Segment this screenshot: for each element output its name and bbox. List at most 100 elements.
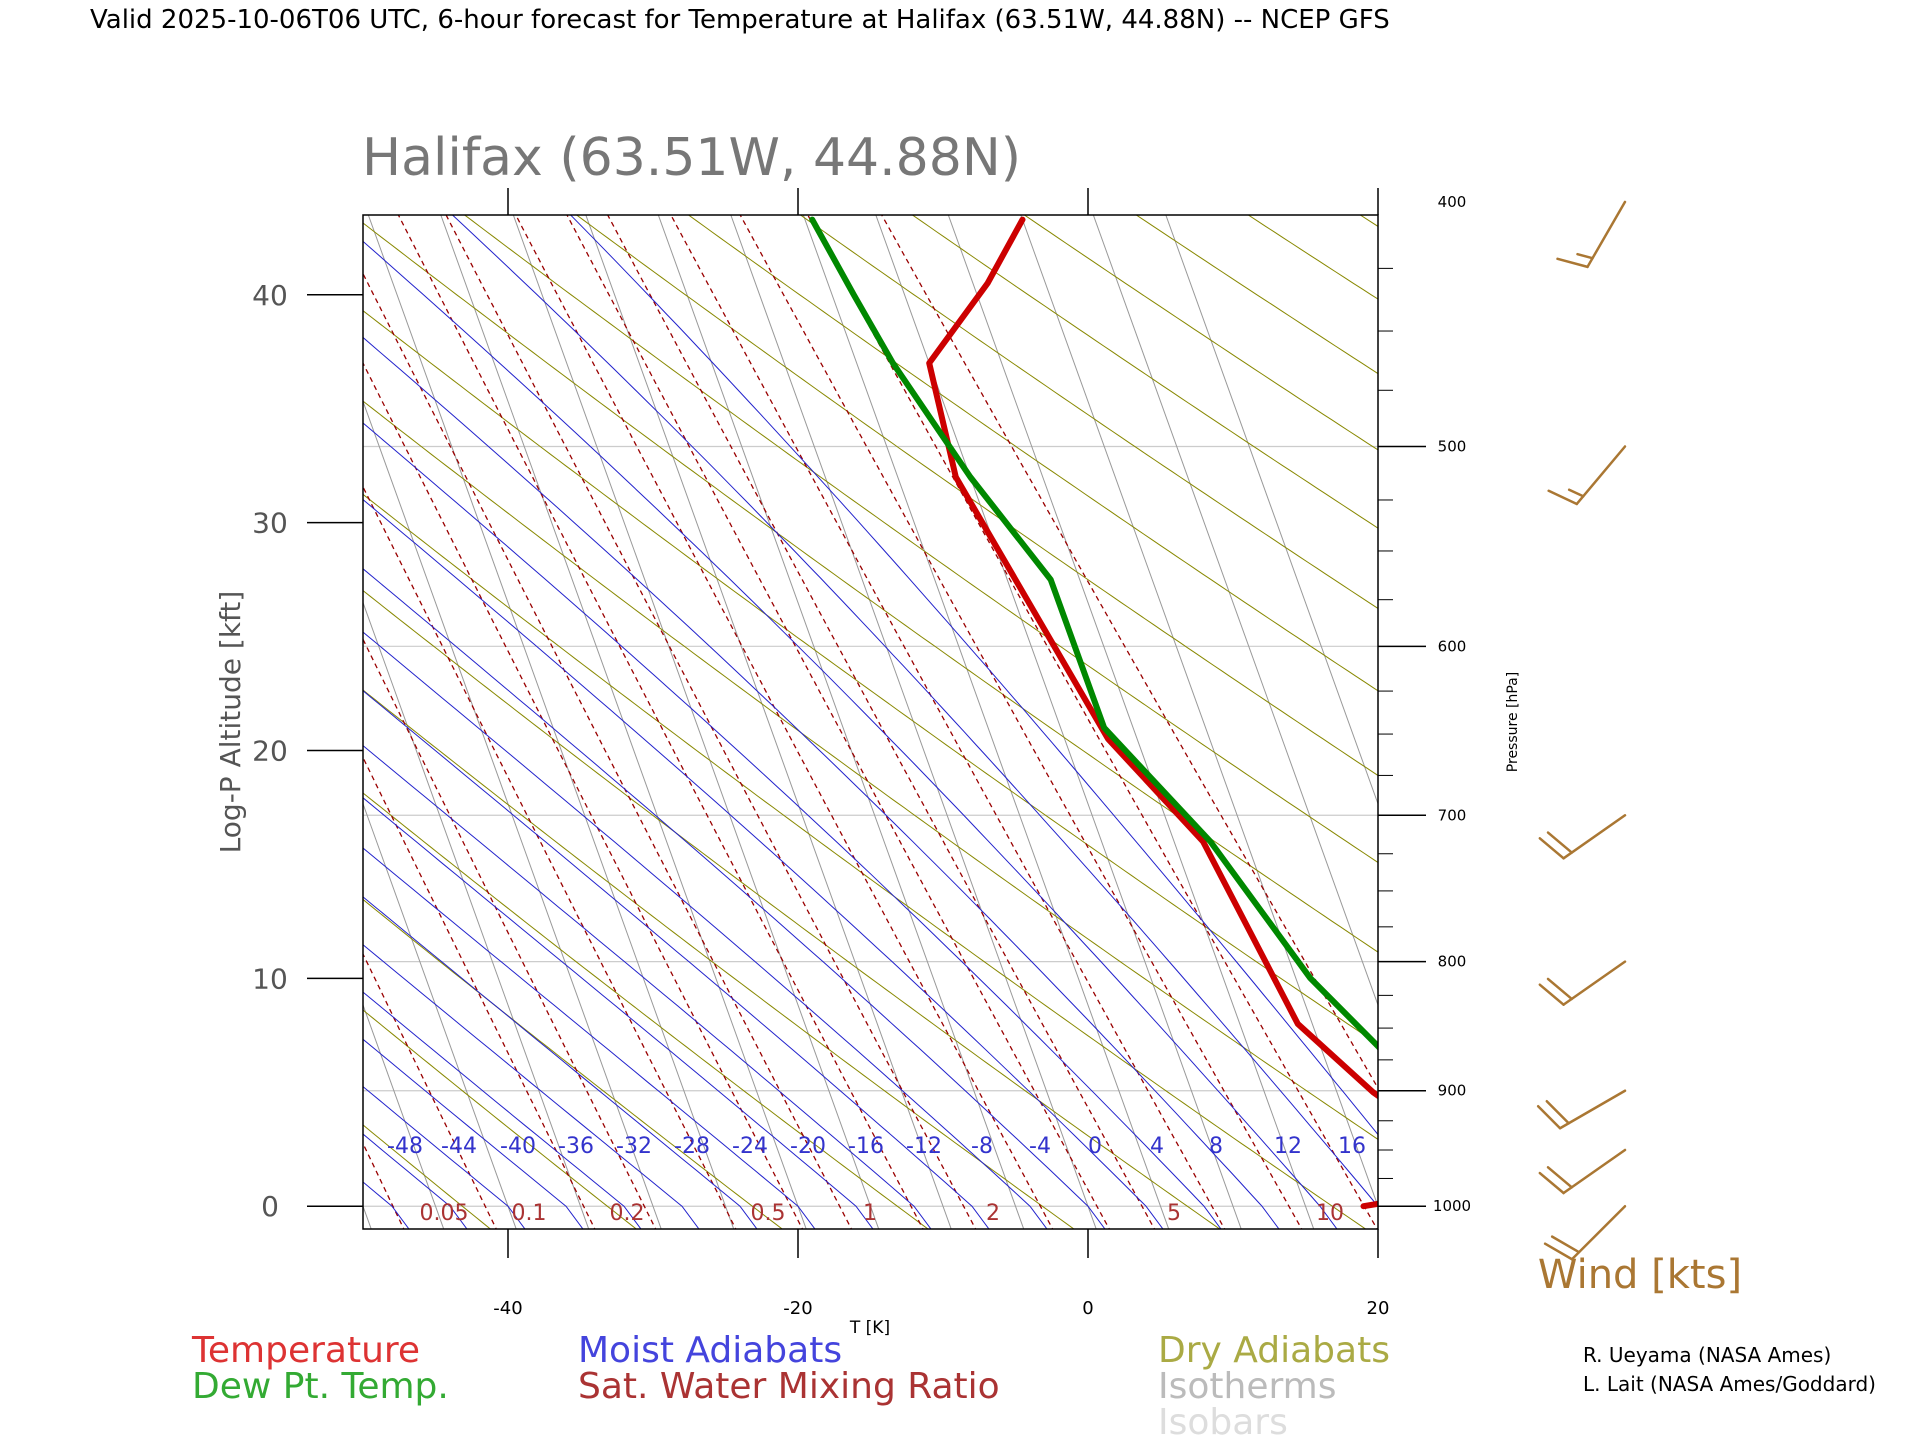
- isotherm-line: [0, 192, 13, 1240]
- moist-adiabat-label: 16: [1338, 1134, 1366, 1159]
- dry-adiabat-line: [363, 1124, 492, 1229]
- moist-adiabat-line: [569, 215, 1378, 1136]
- legend-dry-adiabats: Dry Adiabats: [1158, 1330, 1390, 1371]
- isotherm-line: [947, 215, 1315, 1229]
- axes: -48 -44 -40 -36 -32 -28 -24 -20 -16 -12 -8 -4 0 4 8 12 1…: [252, 188, 1471, 1319]
- isotherm-line: [657, 215, 1025, 1229]
- mixing-ratio-line: [880, 215, 1378, 1090]
- moist-adiabat-label: -48: [387, 1134, 423, 1159]
- credits: R. Ueyama (NASA Ames) L. Lait (NASA Ames…: [1583, 1343, 1876, 1396]
- y-tick-label: 10: [252, 962, 288, 995]
- moist-adiabat-label: -36: [558, 1134, 594, 1159]
- legend-dewpoint: Dew Pt. Temp.: [192, 1366, 449, 1407]
- x-tick-label: 0: [1082, 1298, 1093, 1319]
- mixing-ratio-line: [445, 215, 977, 1229]
- dry-adiabat-line: [363, 589, 1221, 1229]
- x-tick-label: -20: [783, 1298, 812, 1319]
- isotherm-line: [802, 215, 1170, 1229]
- legend-temperature: Temperature: [191, 1330, 420, 1371]
- dry-adiabat-line: [799, 215, 1378, 610]
- mixing-ratio-line: [397, 215, 924, 1229]
- moist-adiabat-label: 4: [1150, 1134, 1164, 1159]
- y-tick-label: 0: [261, 1190, 279, 1223]
- mixing-ratio-line: [363, 1142, 405, 1229]
- dry-adiabat-line: [1023, 215, 1378, 451]
- moist-adiabat-line: [363, 568, 1106, 1229]
- isotherm-line: [363, 601, 590, 1229]
- moist-adiabat-line: [363, 847, 816, 1229]
- mixing-ratio-label: 0.1: [512, 1201, 547, 1226]
- isotherm-line: [1165, 215, 1378, 806]
- dry-adiabat-line: [1547, 192, 1920, 1240]
- moist-adiabat-line: [363, 422, 1222, 1229]
- mixing-ratio-line: [606, 215, 1156, 1229]
- y-tick-label: 20: [252, 734, 288, 767]
- moist-adiabat-line: [363, 1038, 584, 1229]
- wind-barb: [1536, 1089, 1627, 1130]
- moist-adiabat-label: -12: [906, 1134, 942, 1159]
- moist-adiabat-line: [363, 944, 700, 1229]
- mixing-ratio-line: [807, 215, 1378, 1229]
- temperature-line: [926, 216, 1378, 1210]
- mixing-ratio-label: 5: [1167, 1201, 1181, 1226]
- isotherm-line: [363, 399, 662, 1229]
- wind-barb: [1547, 445, 1627, 506]
- pressure-axis-label: Pressure [hPa]: [1505, 672, 1521, 772]
- moist-adiabat-label: -40: [500, 1134, 536, 1159]
- y-tick-label: 30: [252, 507, 288, 540]
- moist-adiabat-line: [363, 797, 874, 1229]
- grid-lines: [0, 192, 1920, 1240]
- isotherm-line: [363, 1204, 372, 1229]
- isotherm-line: [512, 215, 880, 1229]
- isotherm-line: [440, 215, 807, 1229]
- moist-adiabat-line: [363, 240, 1338, 1229]
- dry-adiabat-line: [0, 192, 212, 1240]
- legend-isotherms: Isotherms: [1158, 1366, 1336, 1407]
- isotherm-line: [0, 192, 230, 1240]
- dewpoint-line: [809, 216, 1378, 1051]
- mixing-ratio-line: [670, 215, 1226, 1229]
- y-tick-label: 40: [252, 279, 288, 312]
- dry-adiabat-line: [1135, 215, 1378, 375]
- pressure-tick-label: 400: [1438, 193, 1467, 211]
- dry-adiabat-line: [363, 689, 1075, 1229]
- dry-adiabat-line: [0, 192, 66, 1240]
- dry-adiabat-line: [1359, 215, 1378, 227]
- isotherm-line: [1092, 215, 1378, 1007]
- moist-adiabat-label: -28: [674, 1134, 710, 1159]
- sounding-profiles: [809, 216, 1378, 1210]
- wind-barbs: [1536, 200, 1627, 1261]
- moist-adiabat-label: -20: [790, 1134, 826, 1159]
- moist-adiabat-label: -8: [971, 1134, 993, 1159]
- moist-adiabat-line: [363, 896, 758, 1229]
- credit-line-1: R. Ueyama (NASA Ames): [1583, 1343, 1831, 1367]
- moist-adiabat-line: [451, 215, 1378, 1208]
- dry-adiabat-line: [363, 493, 1367, 1229]
- pressure-tick-label: 500: [1438, 438, 1467, 456]
- moist-adiabat-label: -44: [441, 1134, 477, 1159]
- moist-adiabat-line: [363, 631, 1048, 1229]
- moist-adiabat-line: [363, 690, 990, 1229]
- wind-barb: [1543, 1204, 1627, 1261]
- pressure-tick-label: 700: [1438, 806, 1467, 824]
- dry-adiabat-line: [363, 898, 784, 1229]
- pressure-tick-label: 600: [1438, 637, 1467, 655]
- plot-frame: [362, 214, 1379, 1230]
- isotherm-line: [363, 802, 517, 1229]
- mixing-ratio-label: 0.05: [420, 1201, 469, 1226]
- isotherm-line: [367, 215, 735, 1229]
- mixing-ratio-label: 10: [1316, 1201, 1344, 1226]
- mixing-ratio-label: 1: [863, 1201, 877, 1226]
- dry-adiabat-line: [687, 215, 1378, 692]
- moist-adiabat-label: -16: [848, 1134, 884, 1159]
- mixing-ratio-line: [0, 192, 296, 1240]
- dry-adiabat-line: [463, 215, 1378, 864]
- dry-adiabat-line: [363, 222, 1378, 953]
- moist-adiabat-line: [363, 1181, 410, 1229]
- dry-adiabat-line: [575, 215, 1378, 777]
- credit-line-2: L. Lait (NASA Ames/Goddard): [1583, 1372, 1876, 1396]
- mixing-ratio-line: [363, 485, 737, 1229]
- mixing-ratio-line: [515, 215, 1054, 1229]
- pressure-tick-label: 900: [1438, 1082, 1467, 1100]
